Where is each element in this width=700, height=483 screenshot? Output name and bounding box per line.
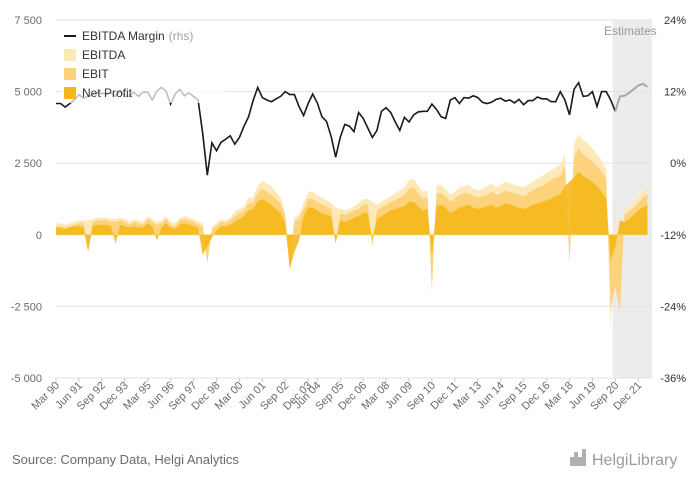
right-tick-label: -12% (660, 230, 686, 242)
right-tick-label: -24% (660, 301, 686, 313)
left-tick-label: -2 500 (11, 301, 42, 313)
legend-label: EBITDA (82, 48, 125, 62)
right-tick-label: -36% (660, 373, 686, 385)
left-tick-label: 5 000 (14, 87, 42, 99)
legend-label-suffix: (rhs) (169, 29, 194, 43)
legend-swatch (64, 49, 76, 61)
legend-label: Net Profit (82, 86, 133, 100)
left-tick-label: 2 500 (14, 158, 42, 170)
library-icon (570, 449, 586, 466)
right-tick-label: 0% (670, 158, 686, 170)
brand-logo: HelgiLibrary (570, 449, 677, 469)
right-tick-label: 12% (664, 87, 686, 99)
series-line-ebitda-margin-estimates (614, 82, 648, 112)
legend-background (60, 27, 225, 103)
left-tick-label: -5 000 (11, 373, 42, 385)
series-area-net-profit (56, 171, 648, 270)
source-note: Source: Company Data, Helgi Analytics (12, 452, 239, 467)
legend-swatch (64, 68, 76, 80)
brand-name: HelgiLibrary (592, 452, 677, 469)
left-tick-label: 7 500 (14, 15, 42, 27)
estimates-label: Estimates (604, 24, 657, 38)
legend-label: EBIT (82, 67, 109, 81)
legend-swatch (64, 87, 76, 99)
right-tick-label: 24% (664, 15, 686, 27)
left-axis-ticks: 7 500 5 000 2 500 0 -2 500 -5 000 (11, 15, 42, 385)
legend-label: EBITDA Margin (rhs) (82, 29, 193, 43)
left-tick-label: 0 (36, 230, 42, 242)
legend: EBITDA Margin (rhs) EBITDA EBIT Net Profit (60, 27, 225, 103)
right-axis-ticks: 24% 12% 0% -12% -24% -36% (660, 15, 686, 385)
